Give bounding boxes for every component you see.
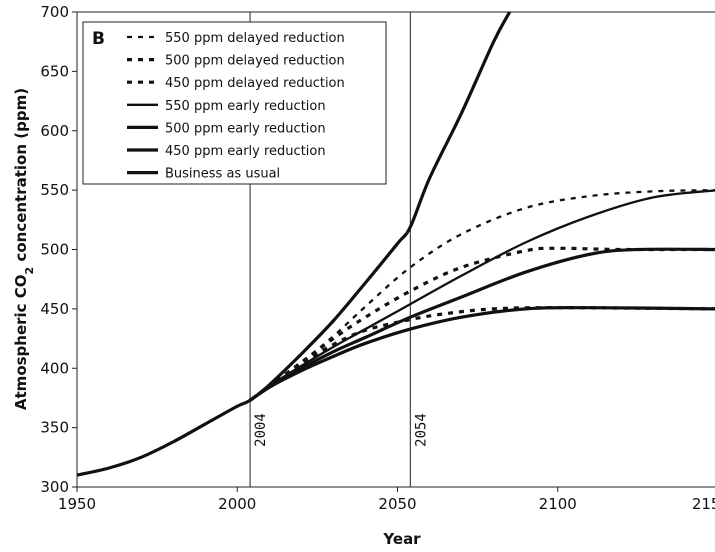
y-tick-label: 550 xyxy=(40,181,69,199)
series-line-500-ppm-delayed-reduction xyxy=(249,246,715,402)
x-tick-label: 1950 xyxy=(58,495,96,513)
legend-label-550-ppm-delayed-reduction: 550 ppm delayed reduction xyxy=(165,31,345,46)
series-line-business-as-usual xyxy=(77,12,512,477)
legend-label-450-ppm-early-reduction: 450 ppm early reduction xyxy=(165,144,326,159)
y-tick-label: 650 xyxy=(40,62,69,80)
legend-box xyxy=(82,21,387,185)
y-ticks-layer: 300 350 400 450 500 550 600 650 700 xyxy=(40,3,77,496)
y-axis-title: Atmospheric CO2 concentration (ppm) xyxy=(12,88,36,410)
x-tick-label: 2050 xyxy=(378,495,416,513)
panel-letter: B xyxy=(92,29,105,49)
y-tick-label: 700 xyxy=(40,3,69,21)
y-axis-title-suffix: concentration (ppm) xyxy=(12,88,30,267)
series-layer xyxy=(77,12,715,477)
legend-label-business-as-usual: Business as usual xyxy=(165,167,280,182)
x-tick-label: 2100 xyxy=(539,495,577,513)
x-ticks-layer: 1950 2000 2050 2100 2150 xyxy=(58,487,715,513)
x-tick-label: 2000 xyxy=(218,495,256,513)
legend: B 550 ppm delayed reduction 500 ppm delay… xyxy=(82,21,387,185)
reference-line-label-2054: 2054 xyxy=(413,413,429,447)
y-tick-label: 350 xyxy=(40,419,69,437)
x-axis-title: Year xyxy=(382,530,421,548)
legend-label-500-ppm-early-reduction: 500 ppm early reduction xyxy=(165,121,326,136)
legend-label-550-ppm-early-reduction: 550 ppm early reduction xyxy=(165,99,326,114)
y-tick-label: 500 xyxy=(40,241,69,259)
reference-line-label-2004: 2004 xyxy=(253,413,269,447)
x-tick-label: 2150 xyxy=(692,495,715,513)
series-line-550-ppm-early-reduction xyxy=(248,189,715,402)
series-line-450-ppm-delayed-reduction xyxy=(249,306,715,402)
y-axis-title-subscript: 2 xyxy=(23,267,36,275)
legend-label-500-ppm-delayed-reduction: 500 ppm delayed reduction xyxy=(165,54,345,69)
series-line-550-ppm-delayed-reduction xyxy=(249,189,715,402)
y-tick-label: 600 xyxy=(40,122,69,140)
y-tick-label: 400 xyxy=(40,359,69,377)
y-tick-label: 300 xyxy=(40,478,69,496)
y-axis-title-main: Atmospheric CO xyxy=(12,274,30,410)
legend-entries: 550 ppm delayed reduction 500 ppm delayed… xyxy=(127,31,345,182)
y-tick-label: 450 xyxy=(40,300,69,318)
legend-label-450-ppm-delayed-reduction: 450 ppm delayed reduction xyxy=(165,76,345,91)
